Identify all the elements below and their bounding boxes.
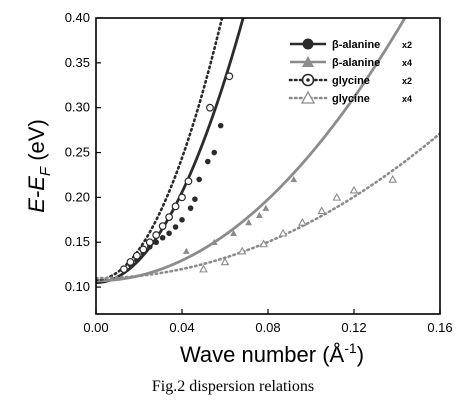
- legend-label-3: glycine: [332, 93, 370, 105]
- x-tick-label: 0.08: [255, 320, 280, 335]
- series-3-point: [317, 206, 327, 215]
- series-2-point: [165, 213, 174, 222]
- series-2-point: [171, 202, 180, 211]
- x-tick-label: 0.16: [427, 320, 452, 335]
- legend-marker-0: [302, 38, 314, 50]
- series-2-point: [145, 238, 154, 247]
- y-tick-label: 0.40: [65, 10, 90, 25]
- series-3-point: [388, 174, 398, 183]
- legend-label-1: β-alanine: [332, 57, 380, 69]
- series-0-point: [179, 217, 185, 223]
- figure-caption: Fig.2 dispersion relations: [151, 378, 315, 395]
- series-0-point: [196, 176, 202, 183]
- series-3-point: [237, 246, 247, 255]
- series-1-point: [245, 219, 253, 226]
- x-tick-label: 0.00: [83, 320, 108, 335]
- plot-frame: [95, 17, 441, 315]
- series-3-point: [259, 239, 269, 248]
- y-tick-label: 0.35: [65, 55, 90, 70]
- series-0-point: [172, 224, 179, 230]
- series-1-point: [290, 176, 298, 183]
- series-0-point: [217, 122, 224, 129]
- y-tick-label: 0.30: [65, 100, 90, 115]
- series-0-point: [159, 234, 166, 241]
- y-tick-label: 0.15: [65, 234, 90, 249]
- series-0-point: [153, 239, 159, 246]
- series-1-point: [182, 247, 190, 254]
- series-1-point: [230, 229, 237, 236]
- series-2-point: [206, 103, 214, 112]
- series-2-point: [225, 72, 234, 81]
- series-3-point: [220, 257, 230, 266]
- legend-marker-3: [300, 90, 316, 104]
- x-tick-label: 0.12: [341, 320, 366, 335]
- series-0-point: [211, 149, 218, 156]
- y-axis-label: E-EF (eV): [24, 119, 54, 213]
- series-2-point: [120, 265, 128, 274]
- series-2-point: [132, 251, 141, 260]
- legend-marker-1: [302, 56, 314, 67]
- series-2-point: [126, 258, 135, 266]
- y-tick-label: 0.20: [65, 189, 90, 204]
- series-1-point: [210, 238, 218, 245]
- series-0-point: [205, 158, 211, 165]
- series-3-point: [278, 228, 288, 237]
- series-1-point: [256, 211, 263, 219]
- series-fit-line-3: [96, 132, 440, 280]
- legend-mult-0: x2: [402, 40, 412, 50]
- series-1-point: [262, 204, 270, 211]
- series-2-point: [152, 231, 161, 239]
- legend-mult-3: x4: [402, 94, 412, 104]
- series-fit-line-2: [96, 18, 224, 282]
- series-fit-line-1: [96, 18, 407, 283]
- series-3-point: [298, 217, 307, 226]
- series-2-point: [139, 245, 148, 254]
- series-2-point: [184, 177, 193, 186]
- series-2-point: [158, 222, 167, 230]
- legend: β-alanine x2 β-alanine x4 glycine x2 glycine x4: [288, 38, 412, 105]
- series-3-point: [349, 185, 359, 194]
- x-tick-label: 0.04: [169, 320, 194, 335]
- legend-marker-dot-2: [306, 78, 310, 82]
- x-axis-label: Wave number (Å-1): [180, 340, 364, 367]
- series-2-point: [178, 193, 186, 202]
- series-3-point: [332, 192, 342, 201]
- legend-mult-1: x4: [402, 58, 412, 68]
- legend-mult-2: x2: [402, 76, 412, 86]
- series-0-point: [166, 230, 172, 237]
- series-0-point: [187, 205, 194, 211]
- series-0-point: [192, 196, 198, 202]
- y-tick-label: 0.25: [65, 145, 90, 160]
- legend-label-2: glycine: [332, 75, 370, 87]
- series-3-point: [199, 264, 208, 273]
- legend-label-0: β-alanine: [332, 39, 380, 51]
- y-tick-label: 0.10: [65, 279, 90, 294]
